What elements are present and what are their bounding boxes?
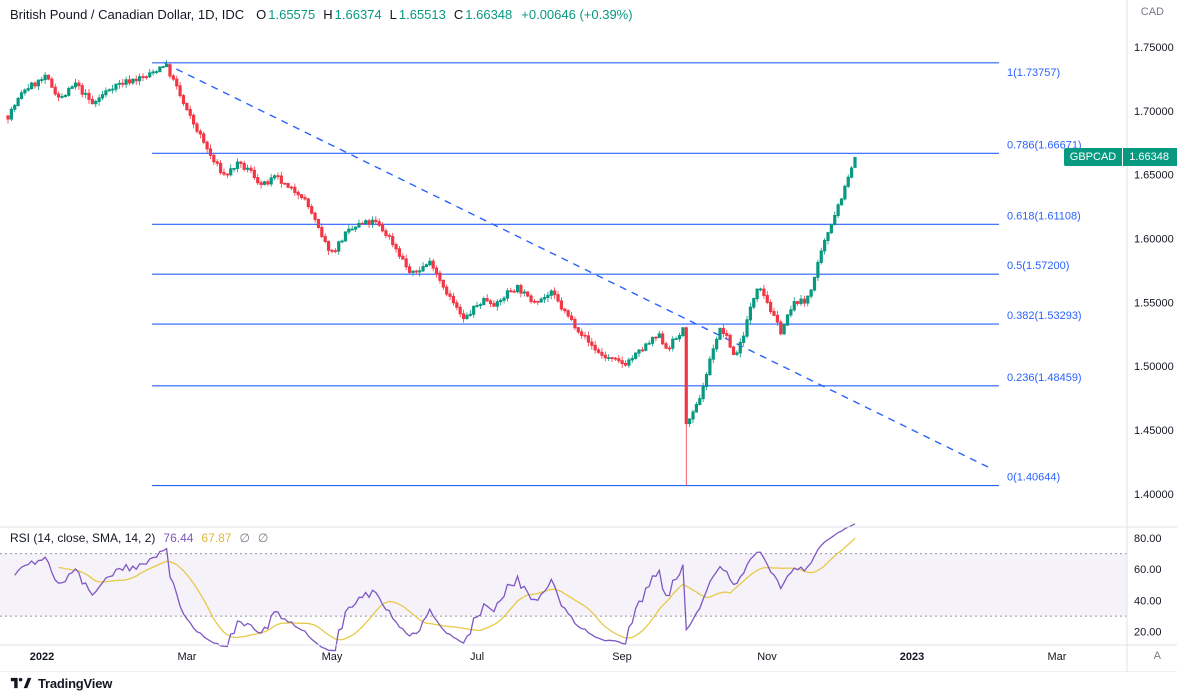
fib-retracement[interactable] bbox=[151, 62, 999, 487]
time-axis-labels[interactable]: 2022 Mar May Jul Sep Nov 2023 Mar bbox=[30, 651, 1067, 663]
svg-text:Nov: Nov bbox=[757, 651, 777, 663]
svg-text:80.00: 80.00 bbox=[1134, 533, 1162, 545]
svg-text:1.75000: 1.75000 bbox=[1134, 42, 1174, 54]
svg-text:1.60000: 1.60000 bbox=[1134, 233, 1174, 245]
ohlc-value: 1.66374 bbox=[334, 7, 382, 22]
ohlc-label: C bbox=[453, 7, 464, 22]
svg-text:1.45000: 1.45000 bbox=[1134, 425, 1174, 437]
ohlc-label: H bbox=[323, 7, 333, 22]
ohlc-value: 1.65575 bbox=[268, 7, 316, 22]
svg-text:Mar: Mar bbox=[178, 651, 197, 663]
rsi-band bbox=[0, 553, 1127, 617]
badge-price: 1.66348 bbox=[1123, 148, 1177, 167]
candles-down[interactable] bbox=[6, 62, 806, 486]
downtrend-line[interactable] bbox=[164, 62, 991, 469]
rsi-legend: RSI (14, close, SMA, 14, 2) 76.44 67.87 ∅ ∅ bbox=[10, 531, 268, 545]
svg-text:Jul: Jul bbox=[470, 651, 484, 663]
svg-text:May: May bbox=[322, 651, 343, 663]
symbol-title[interactable]: British Pound / Canadian Dollar, 1D, IDC bbox=[10, 7, 245, 22]
svg-text:0.618(1.61108): 0.618(1.61108) bbox=[1007, 210, 1081, 222]
tradingview-logo-icon[interactable] bbox=[10, 676, 32, 690]
svg-text:2023: 2023 bbox=[900, 651, 924, 663]
badge-symbol: GBPCAD bbox=[1063, 148, 1123, 167]
svg-text:0.786(1.66671): 0.786(1.66671) bbox=[1007, 139, 1082, 151]
svg-text:60.00: 60.00 bbox=[1134, 564, 1162, 576]
svg-text:20.00: 20.00 bbox=[1134, 627, 1162, 639]
rsi-axis-labels[interactable]: 80.00 60.00 40.00 20.00 bbox=[1134, 533, 1162, 639]
rsi-value: ∅ bbox=[257, 531, 269, 545]
ohlc-label: O bbox=[256, 7, 267, 22]
svg-text:1.65000: 1.65000 bbox=[1134, 170, 1174, 182]
svg-text:1.50000: 1.50000 bbox=[1134, 361, 1174, 373]
rsi-sma-line[interactable] bbox=[58, 537, 856, 641]
symbol-legend: British Pound / Canadian Dollar, 1D, IDC… bbox=[10, 7, 633, 22]
svg-text:1(1.73757): 1(1.73757) bbox=[1007, 67, 1060, 79]
footer-bar: TradingView bbox=[0, 672, 1177, 694]
svg-text:1.70000: 1.70000 bbox=[1134, 106, 1174, 118]
ohlc-label: L bbox=[389, 7, 397, 22]
candles-up[interactable] bbox=[9, 60, 857, 428]
rsi-values: 76.44 67.87 ∅ ∅ bbox=[155, 531, 268, 545]
rsi-value: 76.44 bbox=[163, 531, 194, 545]
ohlc-readout: O 1.65575 H 1.66374 L 1.65513 C 1.66348 bbox=[248, 7, 512, 22]
svg-text:Mar: Mar bbox=[1048, 651, 1067, 663]
rsi-title[interactable]: RSI (14, close, SMA, 14, 2) bbox=[10, 531, 156, 545]
rsi-line[interactable] bbox=[14, 523, 856, 652]
price-axis-labels[interactable]: 1.75000 1.70000 1.65000 1.60000 1.55000 1.500… bbox=[1134, 42, 1174, 501]
ohlc-value: 1.65513 bbox=[398, 7, 446, 22]
axis-auto-button[interactable]: A bbox=[1153, 650, 1161, 662]
svg-text:0(1.40644): 0(1.40644) bbox=[1007, 472, 1060, 484]
tradingview-brand[interactable]: TradingView bbox=[38, 675, 113, 691]
svg-text:1.40000: 1.40000 bbox=[1134, 489, 1174, 501]
ohlc-value: 1.66348 bbox=[465, 7, 513, 22]
svg-text:Sep: Sep bbox=[612, 651, 632, 663]
svg-text:0.236(1.48459): 0.236(1.48459) bbox=[1007, 372, 1082, 384]
svg-text:2022: 2022 bbox=[30, 651, 54, 663]
rsi-value: ∅ bbox=[239, 531, 250, 545]
axis-currency-label: CAD bbox=[1140, 6, 1164, 18]
svg-text:1.55000: 1.55000 bbox=[1134, 297, 1174, 309]
svg-text:0.5(1.57200): 0.5(1.57200) bbox=[1007, 260, 1069, 272]
fib-labels: 1(1.73757) 0.786(1.66671) 0.618(1.61108) 0.… bbox=[1007, 67, 1082, 484]
svg-text:0.382(1.53293): 0.382(1.53293) bbox=[1007, 310, 1082, 322]
price-change: +0.00646 (+0.39%) bbox=[521, 7, 633, 22]
rsi-value: 67.87 bbox=[201, 531, 232, 545]
last-price-badge: GBPCAD 1.66348 bbox=[1063, 148, 1177, 167]
svg-text:40.00: 40.00 bbox=[1134, 595, 1162, 607]
